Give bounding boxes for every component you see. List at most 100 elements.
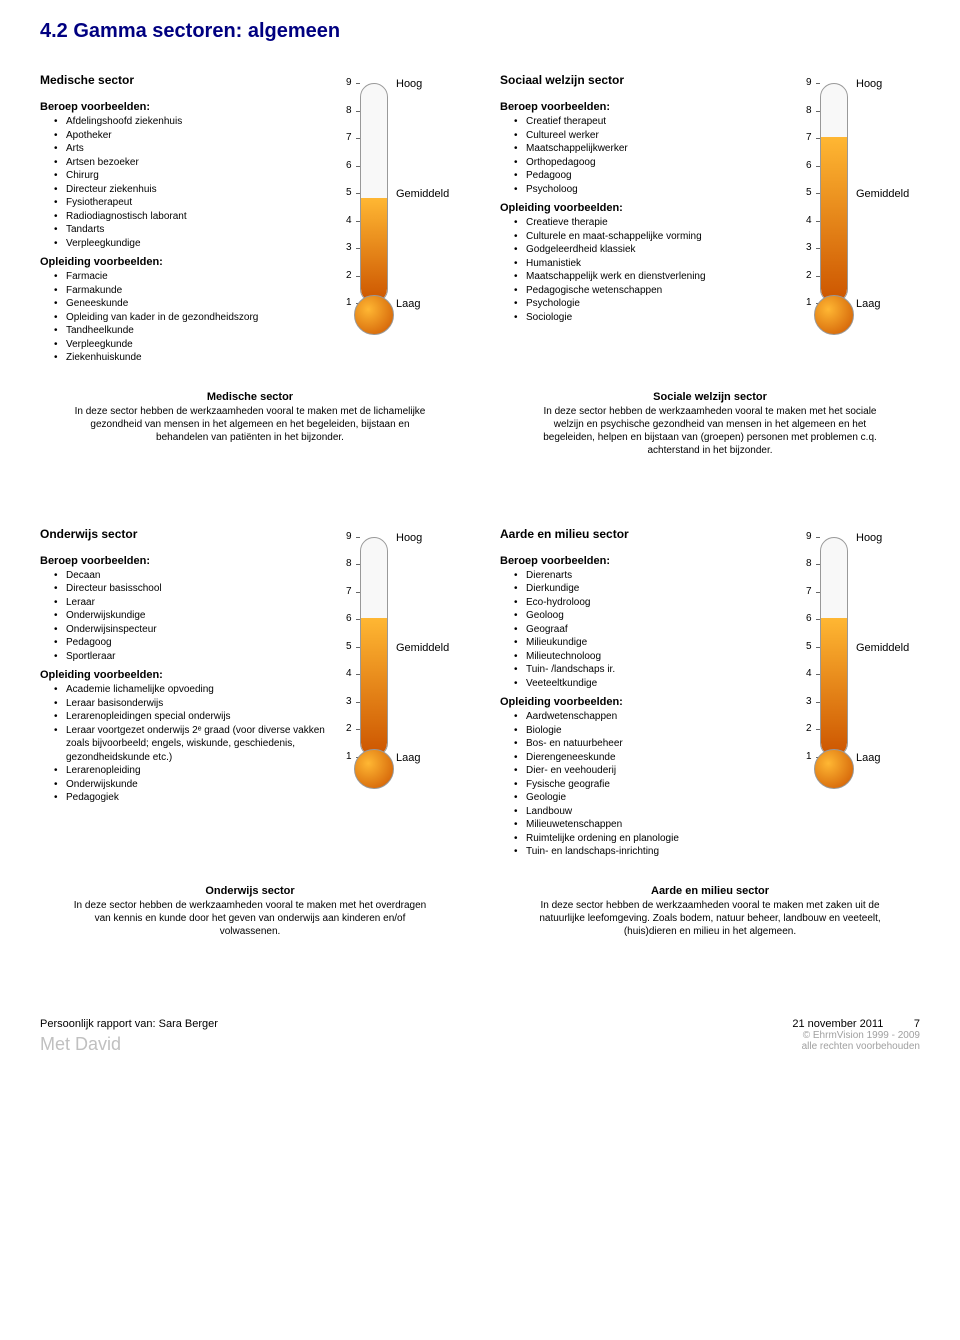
tick-label: 2 [806, 271, 812, 281]
tick-label: 4 [806, 669, 812, 679]
scale-label-high: Hoog [856, 79, 882, 90]
footer-copyright-2: alle rechten voorbehouden [792, 1041, 920, 1052]
list-item: Dierkundige [500, 582, 792, 596]
page-title: 4.2 Gamma sectoren: algemeen [40, 20, 920, 43]
tick-label: 1 [806, 298, 812, 308]
list-item: Creatief therapeut [500, 115, 792, 129]
desc-text: In deze sector hebben de werkzaamheden v… [530, 899, 890, 938]
tick-label: 7 [346, 133, 352, 143]
scale-label-mid: Gemiddeld [396, 643, 449, 654]
desc-aarde: Aarde en milieu sector In deze sector he… [500, 885, 920, 938]
list-item: Onderwijsinspecteur [40, 623, 332, 637]
scale-label-low: Laag [856, 753, 880, 764]
opleiding-heading: Opleiding voorbeelden: [500, 696, 792, 708]
list-item: Farmakunde [40, 284, 332, 298]
opleiding-list: Academie lichamelijke opvoedingLeraar ba… [40, 683, 332, 805]
tick-label: 2 [806, 724, 812, 734]
tick-label: 2 [346, 724, 352, 734]
list-item: Verpleegkunde [40, 338, 332, 352]
list-item: Biologie [500, 724, 792, 738]
row-2: Onderwijs sector Beroep voorbeelden: Dec… [40, 527, 920, 865]
list-item: Dier- en veehouderij [500, 764, 792, 778]
list-item: Leraar [40, 596, 332, 610]
desc-onderwijs: Onderwijs sector In deze sector hebben d… [40, 885, 460, 938]
list-item: Arts [40, 142, 332, 156]
list-item: Milieutechnoloog [500, 650, 792, 664]
list-item: Milieuwetenschappen [500, 818, 792, 832]
tick-label: 6 [346, 614, 352, 624]
tick-label: 6 [806, 614, 812, 624]
list-item: Directeur basisschool [40, 582, 332, 596]
scale-label-low: Laag [856, 299, 880, 310]
list-item: Fysische geografie [500, 778, 792, 792]
list-item: Dierenarts [500, 569, 792, 583]
thermometer: 987654321HoogGemiddeldLaag [800, 73, 920, 343]
footer-sub: Met David [40, 1034, 218, 1055]
list-item: Afdelingshoofd ziekenhuis [40, 115, 332, 129]
list-item: Geoloog [500, 609, 792, 623]
list-item: Decaan [40, 569, 332, 583]
list-item: Sociologie [500, 311, 792, 325]
list-item: Leraar voortgezet onderwijs 2ᵉ graad (vo… [40, 724, 332, 765]
list-item: Chirurg [40, 169, 332, 183]
desc-text: In deze sector hebben de werkzaamheden v… [70, 405, 430, 444]
desc-title: Aarde en milieu sector [530, 885, 890, 897]
tick-label: 6 [806, 161, 812, 171]
tick-label: 5 [806, 188, 812, 198]
list-item: Tandarts [40, 223, 332, 237]
desc-title: Onderwijs sector [70, 885, 430, 897]
sector-title: Medische sector [40, 73, 332, 87]
list-item: Onderwijskundige [40, 609, 332, 623]
scale-label-mid: Gemiddeld [856, 643, 909, 654]
list-item: Ruimtelijke ordening en planologie [500, 832, 792, 846]
tick-label: 8 [806, 106, 812, 116]
desc-text: In deze sector hebben de werkzaamheden v… [70, 899, 430, 938]
scale-label-mid: Gemiddeld [856, 189, 909, 200]
list-item: Pedagoog [500, 169, 792, 183]
sector-title: Aarde en milieu sector [500, 527, 792, 541]
list-item: Pedagogiek [40, 791, 332, 805]
tick-label: 3 [806, 697, 812, 707]
thermometer: 987654321HoogGemiddeldLaag [340, 527, 460, 797]
tick-label: 5 [806, 642, 812, 652]
list-item: Directeur ziekenhuis [40, 183, 332, 197]
scale-label-low: Laag [396, 299, 420, 310]
tick-label: 1 [346, 298, 352, 308]
tick-label: 4 [346, 669, 352, 679]
tick-label: 4 [806, 216, 812, 226]
list-item: Dierengeneeskunde [500, 751, 792, 765]
list-item: Artsen bezoeker [40, 156, 332, 170]
list-item: Leraar basisonderwijs [40, 697, 332, 711]
list-item: Fysiotherapeut [40, 196, 332, 210]
list-item: Bos- en natuurbeheer [500, 737, 792, 751]
list-item: Ziekenhuiskunde [40, 351, 332, 365]
list-item: Geneeskunde [40, 297, 332, 311]
desc-row-1: Medische sector In deze sector hebben de… [40, 391, 920, 457]
tick-label: 9 [806, 78, 812, 88]
tick-label: 6 [346, 161, 352, 171]
footer-date: 21 november 2011 [792, 1018, 883, 1030]
page-footer: Persoonlijk rapport van: Sara Berger Met… [40, 1018, 920, 1055]
list-item: Radiodiagnostisch laborant [40, 210, 332, 224]
list-item: Sportleraar [40, 650, 332, 664]
beroep-heading: Beroep voorbeelden: [40, 555, 332, 567]
desc-title: Medische sector [70, 391, 430, 403]
scale-label-low: Laag [396, 753, 420, 764]
desc-text: In deze sector hebben de werkzaamheden v… [530, 405, 890, 457]
list-item: Pedagogische wetenschappen [500, 284, 792, 298]
tick-label: 8 [346, 106, 352, 116]
list-item: Milieukundige [500, 636, 792, 650]
footer-page: 7 [914, 1018, 920, 1030]
tick-label: 5 [346, 642, 352, 652]
tick-label: 3 [346, 697, 352, 707]
list-item: Pedagoog [40, 636, 332, 650]
tick-label: 8 [346, 559, 352, 569]
list-item: Godgeleerdheid klassiek [500, 243, 792, 257]
scale-label-mid: Gemiddeld [396, 189, 449, 200]
tick-label: 7 [806, 133, 812, 143]
tick-label: 9 [806, 532, 812, 542]
list-item: Maatschappelijk werk en dienstverlening [500, 270, 792, 284]
list-item: Eco-hydroloog [500, 596, 792, 610]
beroep-list: DierenartsDierkundigeEco-hydroloogGeoloo… [500, 569, 792, 691]
footer-report-of: Persoonlijk rapport van: Sara Berger [40, 1018, 218, 1030]
